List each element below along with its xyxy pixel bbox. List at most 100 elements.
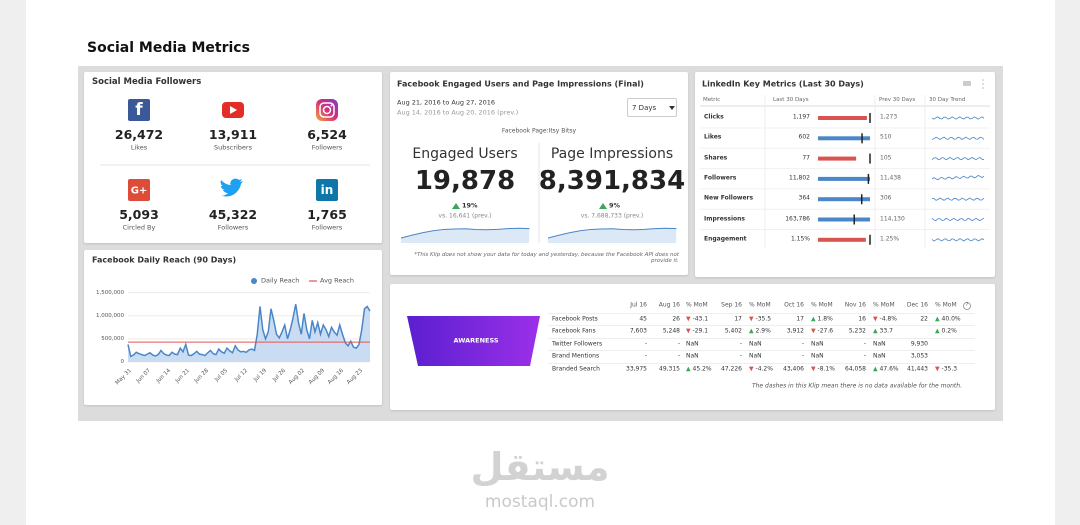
trend [931, 156, 985, 161]
panel-title: Facebook Daily Reach (90 Days) [92, 255, 237, 265]
metric-value: 8,391,834 [538, 166, 686, 197]
y-tick-label: 0 [120, 358, 125, 365]
prev-value: 510 [880, 133, 892, 141]
cell: ▲ 33.7 [873, 327, 893, 335]
dot [330, 104, 333, 107]
last-value: 1,197 [792, 113, 810, 121]
funnel-label: AWARENESS [453, 336, 499, 345]
cell: 43,406 [783, 365, 804, 373]
comment-icon [963, 81, 971, 86]
cell: 3,912 [786, 327, 804, 335]
trend [931, 136, 985, 140]
area [128, 304, 370, 362]
last-value: 77 [802, 154, 810, 162]
cell: ▲ 1.8% [811, 315, 833, 323]
column-header: Oct 16 [784, 301, 804, 309]
y-tick-label: 1,000,000 [96, 312, 124, 319]
menu-dot [982, 87, 984, 89]
prev-value: 114,130 [880, 215, 905, 223]
cell: ▼ -4.2% [749, 365, 773, 373]
cell: - [801, 340, 804, 348]
lens [322, 105, 332, 115]
follower-label: Followers [217, 223, 249, 232]
cell: - [801, 352, 804, 360]
dropdown-text: 7 Days [632, 103, 657, 112]
cell: ▼ -35.5 [749, 315, 772, 323]
cell: ▼ -43.1 [686, 315, 709, 323]
row-name: Facebook Fans [552, 327, 596, 335]
bar [818, 156, 857, 161]
cell: 47,226 [721, 365, 742, 373]
cell: NaN [873, 352, 886, 360]
cell: 33,975 [626, 365, 647, 373]
cell: - [863, 340, 866, 348]
cell: NaN [686, 340, 699, 348]
column-header: 30 Day Trend [929, 96, 966, 103]
prev-value: 1.25% [880, 235, 900, 243]
column-header: Jul 16 [630, 301, 647, 309]
bar [818, 176, 870, 181]
google-plus-icon [128, 179, 150, 201]
column-header: % MoM [686, 301, 708, 309]
row-name: Likes [704, 133, 722, 141]
row-name: Facebook Posts [552, 315, 598, 323]
trend [931, 174, 985, 181]
follower-count: 6,524 [307, 126, 347, 142]
cell: NaN [873, 340, 886, 348]
metric-prev: vs. 7,688,733 (prev.) [580, 212, 644, 220]
cell: NaN [686, 352, 699, 360]
play [230, 106, 237, 114]
prev-value: 306 [880, 194, 892, 202]
legend-label: Avg Reach [320, 276, 355, 285]
column-header: Metric [703, 96, 721, 103]
last-value: 602 [798, 133, 810, 141]
metric-prev: vs. 16,641 (prev.) [438, 212, 492, 220]
follower-label: Followers [311, 143, 343, 152]
follower-count: 26,472 [114, 126, 164, 142]
column-header: Nov 16 [844, 301, 866, 309]
up-arrow [452, 203, 460, 209]
watermark: mostaql.com [484, 492, 596, 513]
cell: - [644, 340, 647, 348]
y-tick-label: 500,000 [101, 335, 124, 342]
cell: 5,232 [848, 327, 866, 335]
trend [931, 217, 985, 222]
column-header: % MoM [935, 301, 957, 309]
prev-value: 1,273 [880, 113, 898, 121]
cell: - [739, 340, 742, 348]
cell: 22 [920, 315, 928, 323]
last-value: 1.15% [790, 235, 810, 243]
footnote: The dashes in this Klip mean there is no… [751, 382, 962, 390]
follower-count: 5,093 [119, 206, 159, 222]
info-text: ? [965, 302, 969, 309]
cell: NaN [749, 352, 762, 360]
cell: 7,603 [629, 327, 647, 335]
sparkline-area [401, 228, 530, 243]
margin-left [0, 0, 26, 525]
cell: ▲ 0.2% [935, 327, 957, 335]
dropdown[interactable] [627, 98, 677, 117]
linkedin-icon [316, 179, 338, 201]
row-name: Followers [704, 174, 737, 182]
prev-value: 105 [880, 154, 892, 162]
metric-value: 19,878 [414, 166, 516, 197]
cell: - [677, 340, 680, 348]
twitter-icon [220, 178, 243, 197]
menu-dot [982, 83, 984, 85]
column-header: % MoM [873, 301, 895, 309]
follower-label: Likes [130, 143, 148, 152]
prev-value: 11,438 [880, 174, 901, 182]
footnote: *This Klip does not show your data for t… [414, 252, 679, 265]
panel-title: Facebook Engaged Users and Page Impressi… [397, 79, 644, 89]
date-range: Aug 21, 2016 to Aug 27, 2016 [397, 98, 496, 107]
cell: 49,315 [659, 365, 680, 373]
y-tick-label: 1,500,000 [96, 289, 124, 296]
icon-text: f [135, 100, 143, 121]
bar [818, 217, 870, 222]
panel-title: Social Media Followers [92, 77, 202, 88]
legend-label: Daily Reach [261, 276, 300, 285]
column-header: Last 30 Days [773, 96, 809, 103]
icon-text: in [320, 183, 334, 198]
